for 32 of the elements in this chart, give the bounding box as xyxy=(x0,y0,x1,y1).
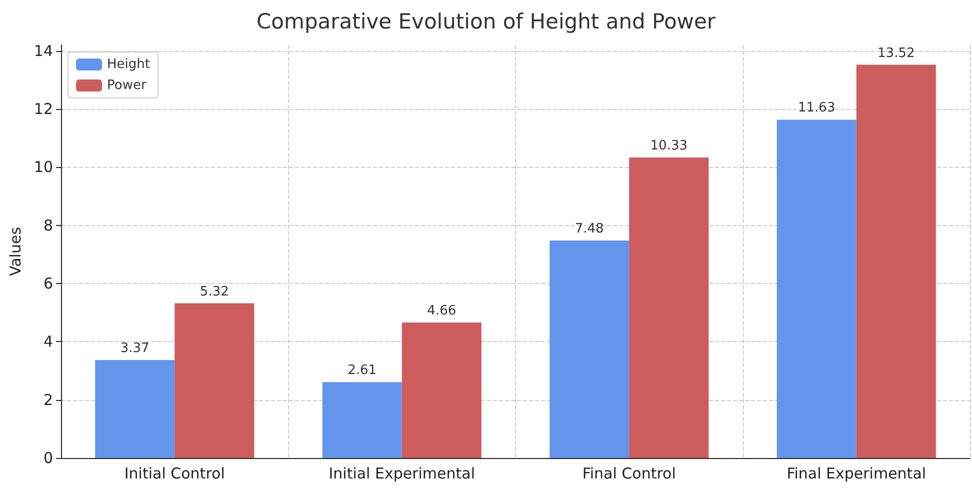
x-tick-label: Final Control xyxy=(582,464,676,482)
y-tick-label: 14 xyxy=(34,42,53,60)
data-label: 13.52 xyxy=(878,46,915,61)
legend-label: Power xyxy=(107,78,147,93)
y-tick-label: 8 xyxy=(43,216,53,234)
data-label: 4.66 xyxy=(427,303,456,318)
chart-title: Comparative Evolution of Height and Power xyxy=(256,10,716,34)
legend-label: Height xyxy=(107,57,150,72)
bar xyxy=(402,322,482,458)
bar xyxy=(629,158,709,458)
data-label: 3.37 xyxy=(120,340,150,356)
x-tick-label: Final Experimental xyxy=(786,464,926,482)
bar xyxy=(95,360,175,458)
y-tick-label: 4 xyxy=(43,332,53,351)
y-tick-label: 0 xyxy=(43,449,53,467)
bar xyxy=(856,64,936,458)
data-label: 2.61 xyxy=(348,363,377,378)
bar xyxy=(174,303,254,458)
x-tick-label: Initial Control xyxy=(124,464,225,482)
y-tick-label: 10 xyxy=(34,158,53,176)
y-tick-label: 6 xyxy=(43,274,53,292)
data-label: 10.33 xyxy=(650,138,688,154)
bar xyxy=(550,240,630,458)
data-label: 5.32 xyxy=(200,284,229,300)
bar xyxy=(776,120,856,458)
data-label: 7.48 xyxy=(574,221,604,236)
x-tick-label: Initial Experimental xyxy=(328,464,476,482)
data-label: 11.63 xyxy=(798,100,836,116)
y-tick-label: 12 xyxy=(34,100,53,118)
bar xyxy=(322,382,402,458)
y-tick-label: 2 xyxy=(43,390,53,409)
y-axis-title: Values xyxy=(6,226,24,276)
